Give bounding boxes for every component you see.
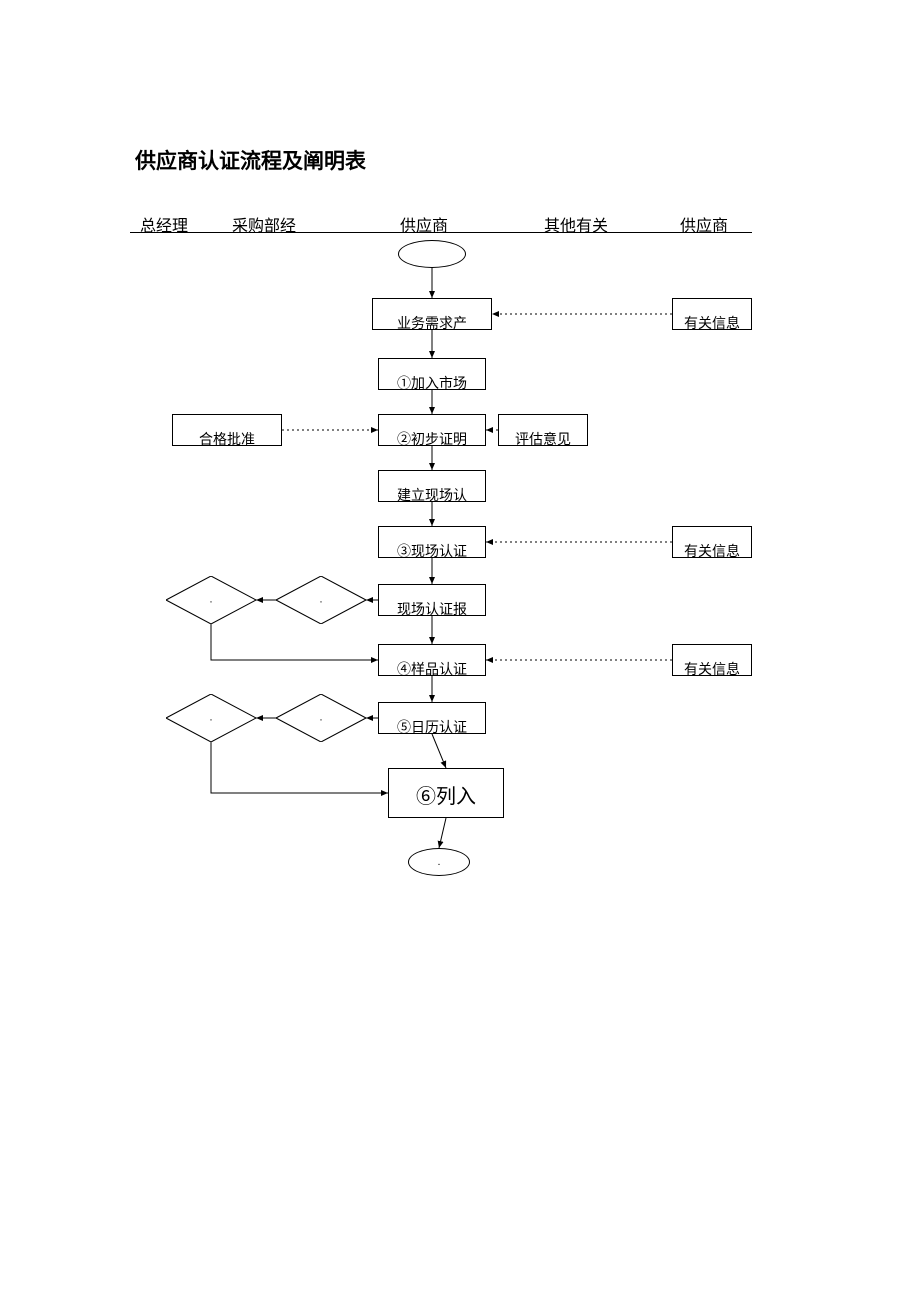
node-p4: 建立现场认	[378, 470, 486, 502]
diamond-label: .	[320, 595, 323, 606]
node-label: 建立现场认	[397, 485, 467, 502]
node-start	[398, 240, 466, 268]
node-label: 有关信息	[684, 313, 740, 330]
node-aux-r: 评估意见	[498, 414, 588, 446]
node-label: 有关信息	[684, 659, 740, 676]
diamond-label: .	[320, 713, 323, 724]
node-p5: ③现场认证	[378, 526, 486, 558]
node-d2a: .	[276, 694, 366, 742]
node-label: 合格批准	[199, 429, 255, 446]
node-label: ①加入市场	[397, 373, 467, 390]
node-label: 现场认证报	[397, 599, 467, 616]
node-d2b: .	[166, 694, 256, 742]
page-title: 供应商认证流程及阐明表	[135, 145, 366, 175]
diamond-label: .	[210, 595, 213, 606]
edge-d2b-p9	[211, 742, 388, 793]
node-p9: ⑥列入	[388, 768, 504, 818]
node-label: ②初步证明	[397, 429, 467, 446]
edge-d1b-p7	[211, 624, 378, 660]
node-aux-l: 合格批准	[172, 414, 282, 446]
node-p1: 业务需求产	[372, 298, 492, 330]
node-p8: ⑤日历认证	[378, 702, 486, 734]
node-label: ⑥列入	[416, 780, 476, 809]
node-label: 业务需求产	[397, 313, 467, 330]
node-info3: 有关信息	[672, 644, 752, 676]
node-label: ⑤日历认证	[397, 717, 467, 734]
diamond-label: .	[210, 713, 213, 724]
lane-underline	[130, 232, 752, 233]
node-label: ④样品认证	[397, 659, 467, 676]
node-info2: 有关信息	[672, 526, 752, 558]
edge-p8-p9	[432, 734, 446, 768]
node-label: ③现场认证	[397, 541, 467, 558]
node-p2: ①加入市场	[378, 358, 486, 390]
node-d1b: .	[166, 576, 256, 624]
node-p7: ④样品认证	[378, 644, 486, 676]
node-d1a: .	[276, 576, 366, 624]
node-end: .	[408, 848, 470, 876]
node-label: 评估意见	[515, 429, 571, 446]
node-p6: 现场认证报	[378, 584, 486, 616]
node-p3: ②初步证明	[378, 414, 486, 446]
edge-p9-end	[439, 818, 446, 848]
node-info1: 有关信息	[672, 298, 752, 330]
node-label: 有关信息	[684, 541, 740, 558]
